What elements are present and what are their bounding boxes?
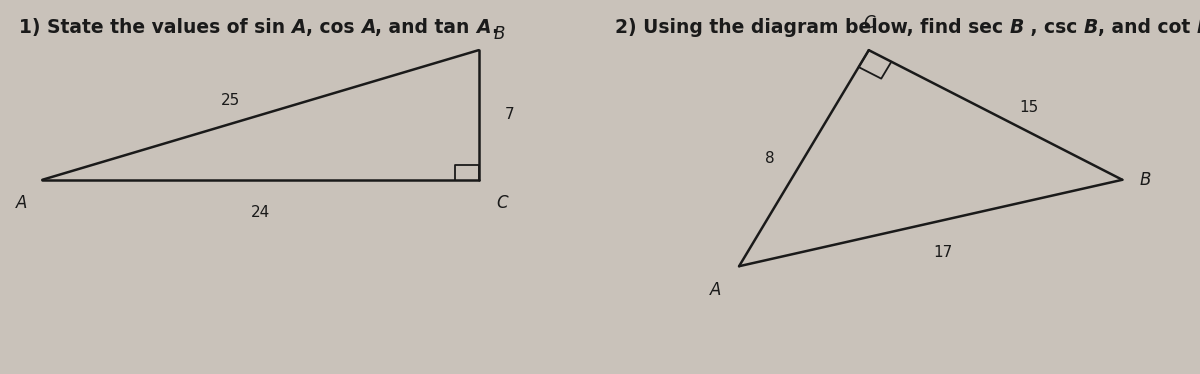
- Text: B: B: [1084, 18, 1098, 37]
- Text: , and tan: , and tan: [376, 18, 476, 37]
- Text: 7: 7: [505, 107, 515, 122]
- Text: , and cot: , and cot: [1098, 18, 1198, 37]
- Text: 8: 8: [764, 151, 774, 166]
- Text: B: B: [1010, 18, 1024, 37]
- Text: A: A: [476, 18, 491, 37]
- Text: C: C: [497, 194, 508, 212]
- Text: 15: 15: [1019, 100, 1038, 115]
- Text: 24: 24: [251, 205, 270, 220]
- Text: 17: 17: [932, 245, 952, 260]
- Text: 2) Using the diagram below, find sec: 2) Using the diagram below, find sec: [616, 18, 1010, 37]
- Text: C: C: [863, 14, 875, 32]
- Text: , cos: , cos: [306, 18, 361, 37]
- Text: A: A: [292, 18, 306, 37]
- Text: , csc: , csc: [1024, 18, 1084, 37]
- Text: 25: 25: [221, 93, 241, 108]
- Text: B: B: [493, 25, 505, 43]
- Text: B: B: [1198, 18, 1200, 37]
- Text: A: A: [17, 194, 28, 212]
- Text: B: B: [1140, 171, 1151, 189]
- Text: A: A: [710, 280, 721, 298]
- Text: 1) State the values of sin: 1) State the values of sin: [19, 18, 292, 37]
- Text: .: .: [491, 18, 498, 37]
- Text: A: A: [361, 18, 376, 37]
